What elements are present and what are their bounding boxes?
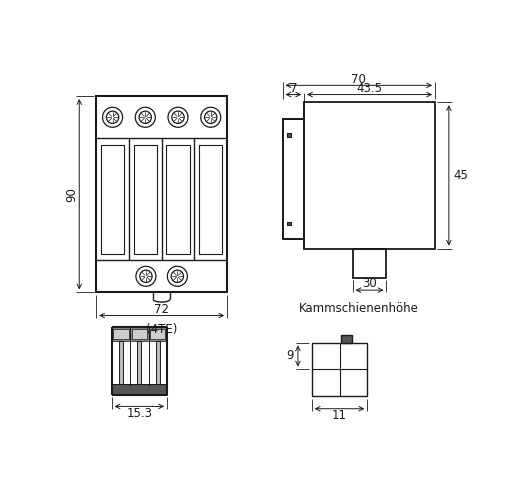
Text: 9: 9 <box>287 349 294 362</box>
Bar <box>101 144 124 254</box>
Text: 43.5: 43.5 <box>356 82 383 95</box>
Bar <box>112 384 167 395</box>
Text: 72: 72 <box>154 303 169 316</box>
Bar <box>156 341 160 385</box>
Bar <box>132 329 147 339</box>
Text: 7: 7 <box>290 82 297 95</box>
Bar <box>166 144 190 254</box>
Text: (4TE): (4TE) <box>146 323 177 336</box>
Bar <box>112 327 167 341</box>
Bar <box>287 222 291 226</box>
Bar <box>304 102 435 249</box>
Text: Kammschienenhöhe: Kammschienenhöhe <box>299 302 419 315</box>
Bar <box>353 249 386 278</box>
Bar <box>138 341 141 385</box>
Bar <box>312 343 367 396</box>
Bar <box>150 329 165 339</box>
Bar <box>113 329 129 339</box>
Text: 90: 90 <box>65 187 78 202</box>
Text: 70: 70 <box>351 72 366 85</box>
Text: 11: 11 <box>332 409 347 422</box>
Bar <box>199 144 223 254</box>
Bar <box>341 335 352 343</box>
Bar <box>287 133 291 137</box>
Text: 30: 30 <box>362 277 377 290</box>
Bar <box>133 144 157 254</box>
Text: 15.3: 15.3 <box>127 407 152 420</box>
Bar <box>96 96 227 292</box>
Text: 45: 45 <box>454 169 468 182</box>
Bar <box>119 341 123 385</box>
